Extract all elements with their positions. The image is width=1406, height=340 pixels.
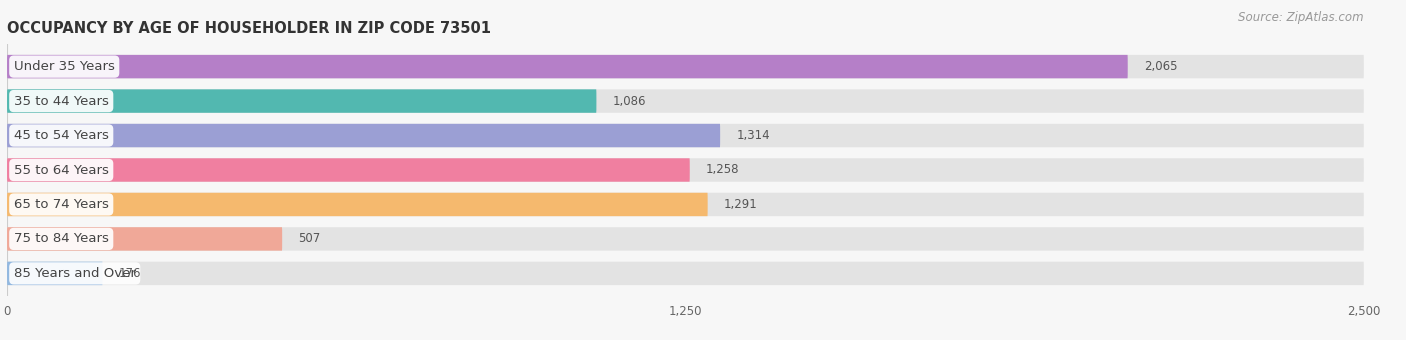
Text: 1,086: 1,086 — [613, 95, 647, 107]
Text: 1,258: 1,258 — [706, 164, 740, 176]
FancyBboxPatch shape — [7, 193, 1364, 216]
Text: Under 35 Years: Under 35 Years — [14, 60, 115, 73]
Text: 55 to 64 Years: 55 to 64 Years — [14, 164, 108, 176]
FancyBboxPatch shape — [7, 227, 1364, 251]
FancyBboxPatch shape — [7, 124, 1364, 147]
Text: 35 to 44 Years: 35 to 44 Years — [14, 95, 108, 107]
Text: 85 Years and Over: 85 Years and Over — [14, 267, 136, 280]
FancyBboxPatch shape — [7, 158, 1364, 182]
Text: 176: 176 — [120, 267, 142, 280]
FancyBboxPatch shape — [7, 89, 596, 113]
FancyBboxPatch shape — [7, 55, 1128, 78]
FancyBboxPatch shape — [7, 262, 1364, 285]
Text: Source: ZipAtlas.com: Source: ZipAtlas.com — [1239, 11, 1364, 24]
Text: 1,314: 1,314 — [737, 129, 770, 142]
Text: 65 to 74 Years: 65 to 74 Years — [14, 198, 108, 211]
Text: 507: 507 — [298, 233, 321, 245]
Text: OCCUPANCY BY AGE OF HOUSEHOLDER IN ZIP CODE 73501: OCCUPANCY BY AGE OF HOUSEHOLDER IN ZIP C… — [7, 21, 491, 36]
Text: 45 to 54 Years: 45 to 54 Years — [14, 129, 108, 142]
FancyBboxPatch shape — [7, 89, 1364, 113]
FancyBboxPatch shape — [7, 193, 707, 216]
Text: 1,291: 1,291 — [724, 198, 758, 211]
Text: 2,065: 2,065 — [1144, 60, 1177, 73]
FancyBboxPatch shape — [7, 55, 1364, 78]
FancyBboxPatch shape — [7, 158, 690, 182]
FancyBboxPatch shape — [7, 124, 720, 147]
Text: 75 to 84 Years: 75 to 84 Years — [14, 233, 108, 245]
FancyBboxPatch shape — [7, 227, 283, 251]
FancyBboxPatch shape — [7, 262, 103, 285]
